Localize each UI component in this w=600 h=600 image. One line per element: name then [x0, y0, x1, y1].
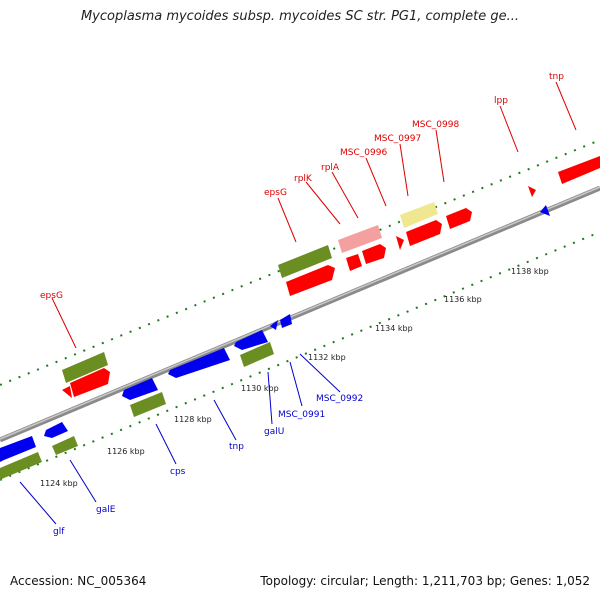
gene-epsG-mid[interactable] — [278, 245, 332, 278]
scale-label: 1134 kbp — [375, 324, 413, 333]
map-title: Mycoplasma mycoides subsp. mycoides SC s… — [80, 9, 520, 24]
label-MSC_0998[interactable]: MSC_0998 — [412, 120, 459, 130]
label-rplK[interactable]: rplK — [294, 174, 313, 184]
accession-label: Accession: NC_005364 — [10, 574, 147, 588]
gene-galE[interactable] — [52, 436, 78, 455]
cds-galU[interactable] — [234, 330, 268, 350]
label-MSC_0992[interactable]: MSC_0992 — [316, 394, 363, 404]
forward-leaders — [51, 81, 577, 349]
gene-glf[interactable] — [0, 452, 42, 480]
cds-epsG-upper[interactable] — [70, 368, 110, 397]
scale-label: 1128 kbp — [174, 415, 212, 424]
scale-label: 1126 kbp — [107, 447, 145, 456]
label-tnp-rev[interactable]: tnp — [229, 442, 244, 452]
label-MSC_0997[interactable]: MSC_0997 — [374, 134, 421, 144]
leader-epsG-mid — [277, 197, 297, 243]
leader-galE — [69, 459, 97, 503]
label-galU[interactable]: galU — [264, 427, 284, 437]
cds-epsG-mid[interactable] — [286, 265, 335, 296]
cds-galE[interactable] — [44, 422, 68, 438]
cds-rplA[interactable] — [362, 244, 386, 264]
cds-small-arrow[interactable] — [62, 386, 72, 398]
tick-tracks — [0, 139, 600, 481]
leader-MSC_0997 — [399, 143, 409, 197]
cds-MSC_0996[interactable] — [396, 236, 404, 250]
topology-label: Topology: circular; Length: 1,211,703 bp… — [260, 574, 590, 588]
label-tnp[interactable]: tnp — [549, 72, 564, 82]
leader-cps — [155, 423, 177, 465]
label-epsG-mid[interactable]: epsG — [264, 188, 287, 198]
leader-MSC_0996 — [365, 157, 387, 207]
reverse-tick-track — [0, 231, 600, 481]
leader-glf — [19, 481, 57, 525]
cds-MSC_0997[interactable] — [406, 220, 442, 246]
genome-backbone-highlight — [0, 186, 600, 440]
rna-MSC_0997[interactable] — [400, 202, 438, 228]
forward-tick-track — [0, 139, 600, 386]
cds-rplK[interactable] — [346, 254, 362, 271]
leader-MSC_0992 — [299, 353, 341, 393]
forward-features — [62, 156, 600, 398]
gene-cps[interactable] — [130, 392, 166, 417]
label-MSC_0991[interactable]: MSC_0991 — [278, 410, 325, 420]
cds-rev-right[interactable] — [540, 205, 550, 216]
cds-cps[interactable] — [122, 378, 158, 400]
scale-label: 1130 kbp — [241, 384, 279, 393]
leader-tnp-rev — [213, 399, 237, 441]
reverse-gene-labels: glf galE cps tnp galU MSC_0991 MSC_0992 — [53, 394, 363, 537]
scale-label: 1132 kbp — [308, 353, 346, 362]
label-MSC_0996[interactable]: MSC_0996 — [340, 148, 387, 158]
label-rplA[interactable]: rplA — [321, 163, 340, 173]
cds-tnp[interactable] — [558, 156, 600, 184]
gene-galU[interactable] — [240, 342, 274, 367]
scale-label: 1124 kbp — [40, 479, 78, 488]
forward-gene-labels: epsG epsG rplK rplA MSC_0996 MSC_0997 MS… — [40, 72, 564, 301]
rna-rplK[interactable] — [338, 225, 382, 253]
cds-lpp[interactable] — [528, 186, 536, 197]
cds-tnp-rev[interactable] — [168, 348, 230, 378]
label-cps[interactable]: cps — [170, 467, 186, 477]
leader-epsG-upper — [51, 297, 77, 349]
leader-MSC_0991 — [289, 361, 303, 407]
label-lpp[interactable]: lpp — [494, 96, 508, 106]
label-glf[interactable]: glf — [53, 527, 65, 537]
cds-MSC_0998[interactable] — [446, 208, 472, 229]
reverse-leaders — [19, 353, 341, 525]
leader-MSC_0998 — [435, 129, 445, 183]
cds-glf[interactable] — [0, 436, 36, 462]
reverse-features — [0, 205, 550, 480]
label-epsG-upper[interactable]: epsG — [40, 291, 63, 301]
label-galE[interactable]: galE — [96, 505, 116, 515]
scale-labels: 1124 kbp 1126 kbp 1128 kbp 1130 kbp 1132… — [40, 267, 549, 488]
scale-label: 1138 kbp — [511, 267, 549, 276]
cds-MSC_0992[interactable] — [280, 314, 292, 328]
cds-MSC_0991[interactable] — [270, 320, 278, 330]
leader-galU — [267, 371, 273, 425]
leader-tnp — [555, 81, 577, 131]
leader-rplA — [331, 171, 359, 219]
scale-label: 1136 kbp — [444, 295, 482, 304]
gene-epsG-upper[interactable] — [62, 352, 108, 383]
genome-backbone — [0, 185, 600, 443]
leader-lpp — [499, 105, 519, 153]
leader-rplK — [305, 181, 341, 225]
